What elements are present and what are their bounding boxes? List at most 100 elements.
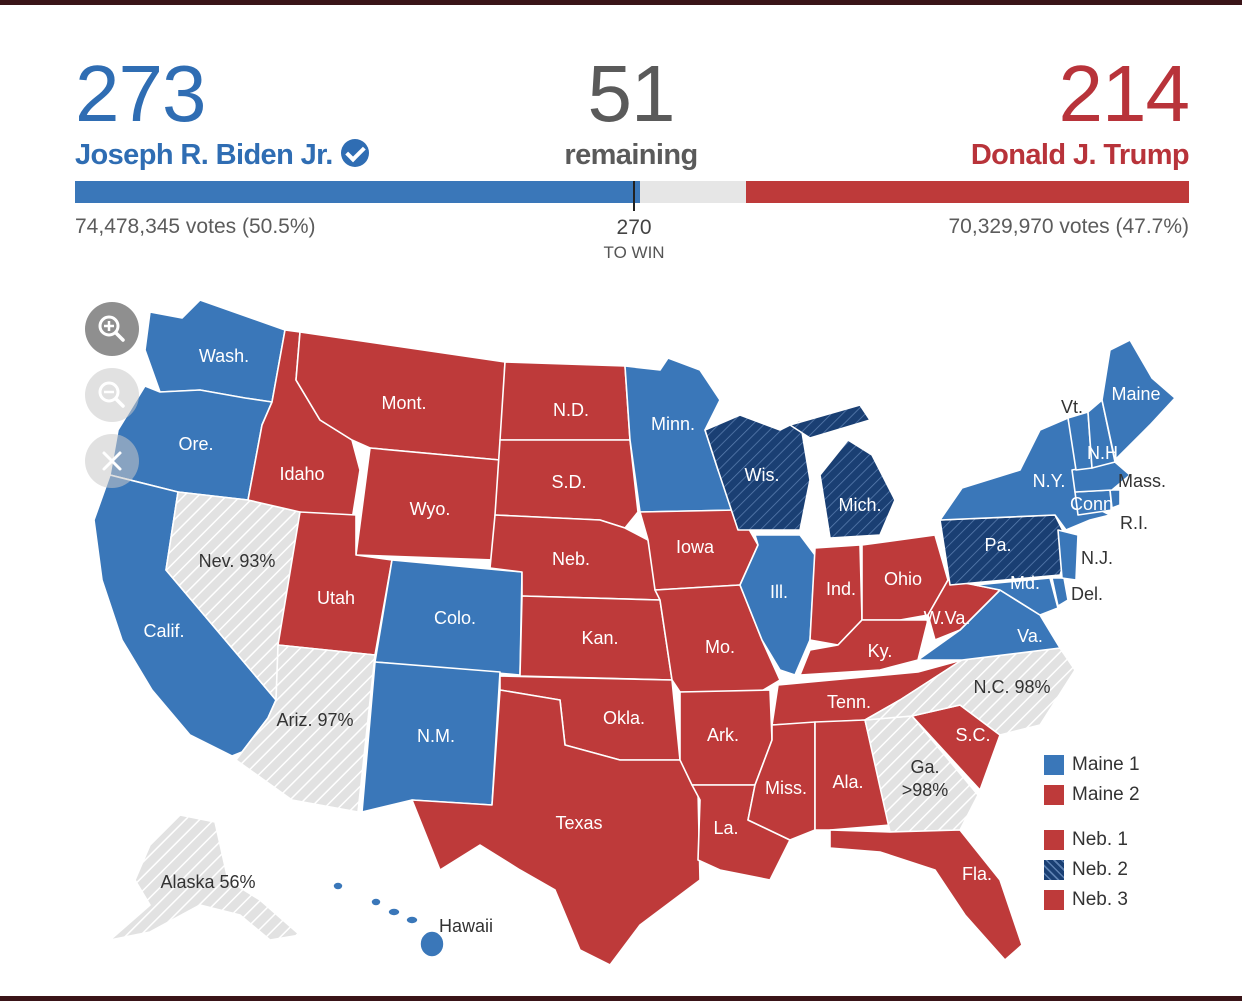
label-va: Va.	[1017, 626, 1043, 646]
legend-item: Neb. 1	[1044, 829, 1128, 853]
state-alaska[interactable]	[109, 814, 301, 941]
label-ind: Ind.	[826, 579, 856, 599]
biden-name-text: Joseph R. Biden Jr.	[75, 139, 333, 171]
legend-label: Neb. 2	[1072, 859, 1128, 880]
trump-popular-votes: 70,329,970 votes (47.7%)	[948, 215, 1190, 238]
trump-progress-bar	[745, 181, 1189, 203]
label-nh: N.H.	[1087, 443, 1123, 463]
label-ill: Ill.	[770, 582, 788, 602]
threshold-label: TO WIN	[603, 243, 665, 262]
label-ariz: Ariz. 97%	[276, 710, 353, 730]
label-texas: Texas	[555, 813, 602, 833]
state-michigan[interactable]	[789, 404, 896, 539]
legend-item: Maine 2	[1044, 784, 1140, 808]
label-sc: S.C.	[955, 725, 990, 745]
biden-progress-bar	[75, 181, 641, 203]
label-nev: Nev. 93%	[199, 551, 276, 571]
label-ga-pct: >98%	[902, 780, 949, 800]
label-ga: Ga.	[910, 757, 939, 777]
label-idaho: Idaho	[279, 464, 324, 484]
state-arizona[interactable]	[235, 644, 376, 813]
label-ark: Ark.	[707, 725, 739, 745]
state-florida[interactable]	[829, 829, 1023, 961]
label-colo: Colo.	[434, 608, 476, 628]
close-icon	[102, 451, 122, 471]
zoom-out-icon	[98, 381, 125, 408]
label-pa: Pa.	[984, 535, 1011, 555]
label-minn: Minn.	[651, 414, 695, 434]
legend-item: Neb. 2	[1044, 859, 1128, 883]
label-nj: N.J.	[1081, 548, 1113, 568]
state-texas[interactable]	[411, 689, 701, 966]
label-neb: Neb.	[552, 549, 590, 569]
label-nd: N.D.	[553, 400, 589, 420]
state-maryland[interactable]	[974, 577, 1059, 616]
zoom-out-button[interactable]	[85, 368, 139, 422]
state-rhode-island[interactable]	[1109, 489, 1121, 509]
legend-label: Neb. 1	[1072, 829, 1128, 850]
state-illinois[interactable]	[739, 534, 816, 676]
label-conn: Conn.	[1070, 494, 1118, 514]
reset-map-button[interactable]	[85, 434, 139, 488]
legend-item: Maine 1	[1044, 754, 1140, 778]
biden-popular-votes: 74,478,345 votes (50.5%)	[75, 215, 316, 238]
label-mich: Mich.	[838, 495, 881, 515]
label-del: Del.	[1071, 584, 1103, 604]
state-delaware[interactable]	[1051, 577, 1069, 607]
legend-swatch	[1044, 890, 1064, 910]
state-new-jersey[interactable]	[1057, 529, 1079, 581]
remaining-label: remaining	[564, 139, 698, 171]
win-threshold-marker	[633, 181, 636, 211]
legend-label: Maine 2	[1072, 784, 1140, 805]
label-mont: Mont.	[381, 393, 426, 413]
label-vt: Vt.	[1061, 397, 1083, 417]
label-sd: S.D.	[551, 472, 586, 492]
biden-candidate-name: Joseph R. Biden Jr.	[75, 137, 369, 173]
label-alaska: Alaska 56%	[160, 872, 255, 892]
state-kentucky[interactable]	[799, 619, 929, 676]
label-ohio: Ohio	[884, 569, 922, 589]
legend-swatch	[1044, 830, 1064, 850]
label-okla: Okla.	[603, 708, 645, 728]
label-miss: Miss.	[765, 778, 807, 798]
trump-candidate-name: Donald J. Trump	[970, 139, 1190, 171]
zoom-in-button[interactable]	[85, 302, 139, 356]
label-hawaii: Hawaii	[439, 916, 493, 936]
remaining-electoral-votes: 51	[587, 49, 676, 138]
check-circle-icon	[340, 139, 369, 167]
label-ky: Ky.	[868, 641, 893, 661]
label-mass: Mass.	[1118, 471, 1166, 491]
label-wis: Wis.	[745, 465, 780, 485]
label-calif: Calif.	[143, 621, 184, 641]
biden-electoral-votes: 273	[75, 49, 206, 138]
label-iowa: Iowa	[676, 537, 715, 557]
bottom-border	[0, 996, 1242, 1001]
remaining-progress-bar	[640, 181, 746, 203]
label-ri: R.I.	[1120, 513, 1148, 533]
label-ala: Ala.	[832, 772, 863, 792]
label-nc: N.C. 98%	[973, 677, 1050, 697]
label-kan: Kan.	[581, 628, 618, 648]
state-new-hampshire[interactable]	[1087, 399, 1116, 469]
top-border	[0, 0, 1242, 5]
state-maine[interactable]	[1101, 339, 1176, 461]
label-fla: Fla.	[962, 864, 992, 884]
legend-swatch	[1044, 860, 1064, 880]
legend-swatch	[1044, 755, 1064, 775]
label-wash: Wash.	[199, 346, 249, 366]
label-nm: N.M.	[417, 726, 455, 746]
label-ore: Ore.	[178, 434, 213, 454]
label-tenn: Tenn.	[827, 692, 871, 712]
state-hawaii[interactable]	[332, 881, 445, 958]
label-mo: Mo.	[705, 637, 735, 657]
threshold-value: 270	[616, 216, 652, 239]
legend-label: Maine 1	[1072, 754, 1140, 775]
trump-electoral-votes: 214	[1058, 49, 1190, 138]
legend-label: Neb. 3	[1072, 889, 1128, 910]
state-wisconsin[interactable]	[704, 414, 811, 531]
label-wyo: Wyo.	[410, 499, 451, 519]
legend-swatch	[1044, 785, 1064, 805]
label-utah: Utah	[317, 588, 355, 608]
label-md: Md.	[1010, 573, 1040, 593]
